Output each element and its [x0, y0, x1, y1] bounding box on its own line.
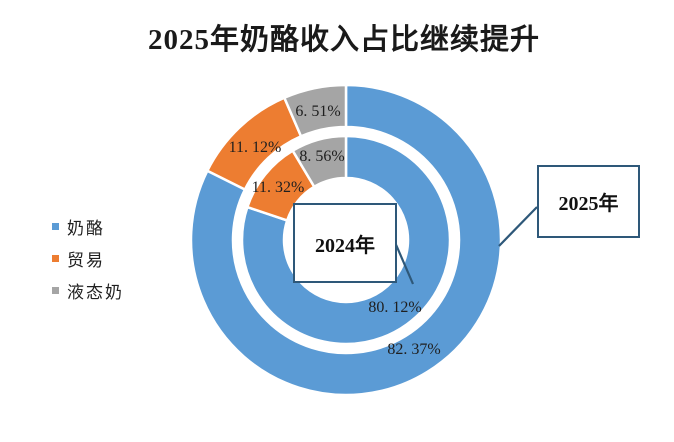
legend-marker-cheese-icon: [52, 222, 59, 230]
chart-title: 2025年奶酪收入占比继续提升: [147, 24, 540, 56]
donut-segment-inner-liquid-milk: [291, 134, 348, 188]
legend-label-liquid-milk: 液态奶: [67, 282, 124, 302]
legend-item-liquid-milk: 液态奶: [52, 274, 124, 306]
data-label-2025-cheese: 82. 37%: [387, 341, 441, 358]
data-label-2025-liquid-milk: 6. 51%: [295, 103, 341, 120]
legend-item-trade: 贸易: [52, 242, 124, 274]
leader-line-2024: [392, 239, 415, 285]
donut-rings: [189, 83, 503, 397]
legend-label-cheese: 奶酪: [67, 218, 105, 238]
data-label-2024-liquid-milk: 8. 56%: [299, 148, 345, 165]
data-label-2024-cheese: 80. 12%: [368, 299, 422, 316]
donut-segment-outer-liquid-milk: [283, 83, 348, 138]
legend-marker-trade-icon: [52, 254, 59, 262]
data-label-2025-trade: 11. 12%: [228, 139, 282, 156]
legend: 奶酪 贸易 液态奶: [52, 210, 124, 306]
legend-label-trade: 贸易: [67, 250, 105, 270]
donut-segment-inner-cheese: [240, 134, 452, 346]
legend-marker-liquid-milk-icon: [52, 286, 59, 294]
callout-2025: 2025年: [537, 165, 640, 238]
legend-item-cheese: 奶酪: [52, 210, 124, 242]
callout-2024: 2024年: [293, 203, 397, 283]
data-label-2024-trade: 11. 32%: [251, 179, 305, 196]
leader-line-2025: [498, 206, 538, 247]
